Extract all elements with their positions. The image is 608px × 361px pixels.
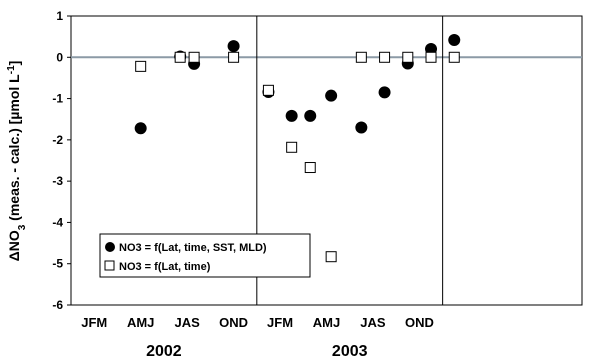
data-point-series-1 (227, 40, 240, 53)
y-axis-label: ΔNO3 (meas. - calc.) [µmol L-1] (6, 61, 28, 262)
legend-box (99, 233, 311, 278)
data-point-series-2 (228, 51, 240, 63)
data-point-series-2 (425, 51, 437, 63)
data-point-series-2 (174, 51, 186, 63)
x-category-label: OND (219, 315, 248, 330)
y-label-suffix: ] (6, 61, 22, 66)
legend: NO3 = f(Lat, time, SST, MLD) NO3 = f(Lat… (99, 233, 311, 278)
x-category-label: OND (405, 315, 434, 330)
y-tick-label: -2 (52, 133, 63, 147)
y-axis-ticks: -6 -5 -4 -3 -2 -1 0 1 (52, 9, 71, 312)
legend-label-series-2: NO3 = f(Lat, time) (119, 261, 211, 273)
data-point-series-1 (448, 33, 461, 46)
data-point-series-2 (379, 51, 391, 63)
data-point-series-1 (304, 109, 317, 122)
data-points (134, 33, 461, 263)
y-tick-label: -3 (52, 174, 63, 188)
data-point-series-1 (325, 89, 338, 102)
y-label-superscript: -1 (6, 65, 17, 74)
x-category-label: AMJ (127, 315, 154, 330)
data-point-series-1 (134, 122, 147, 135)
legend-marker-filled-circle (105, 242, 115, 252)
data-point-series-2 (448, 51, 460, 63)
y-label-subscript: 3 (17, 224, 28, 230)
data-point-series-1 (355, 121, 368, 134)
y-tick-label: -4 (52, 215, 63, 229)
data-point-series-1 (285, 109, 298, 122)
y-tick-label: -6 (52, 298, 63, 312)
data-point-series-2 (325, 251, 337, 263)
legend-label-series-1: NO3 = f(Lat, time, SST, MLD) (119, 242, 267, 254)
data-point-series-2 (304, 162, 316, 174)
x-category-label: JAS (360, 315, 386, 330)
y-tick-label: -1 (52, 92, 63, 106)
y-label-middle: (meas. - calc.) [µmol L (6, 74, 22, 225)
data-point-series-2 (355, 51, 367, 63)
y-tick-label: 1 (56, 9, 63, 23)
data-point-series-2 (262, 84, 274, 96)
year-label: 2003 (332, 343, 368, 360)
x-category-label: JAS (174, 315, 200, 330)
x-category-label: JFM (267, 315, 293, 330)
data-point-series-2 (188, 51, 200, 63)
data-point-series-2 (402, 51, 414, 63)
data-point-series-2 (135, 60, 147, 72)
year-labels: 2002 2003 (146, 343, 368, 360)
y-label-prefix: ΔNO (6, 230, 22, 261)
year-label: 2002 (146, 343, 182, 360)
x-category-label: AMJ (313, 315, 340, 330)
x-axis-category-labels: JFM AMJ JAS OND JFM AMJ JAS OND (81, 315, 434, 330)
y-tick-label: -5 (52, 257, 63, 271)
y-tick-label: 0 (56, 50, 63, 64)
x-category-label: JFM (81, 315, 107, 330)
data-point-series-1 (378, 86, 391, 99)
legend-marker-open-square (104, 260, 115, 271)
data-point-series-2 (286, 141, 298, 153)
